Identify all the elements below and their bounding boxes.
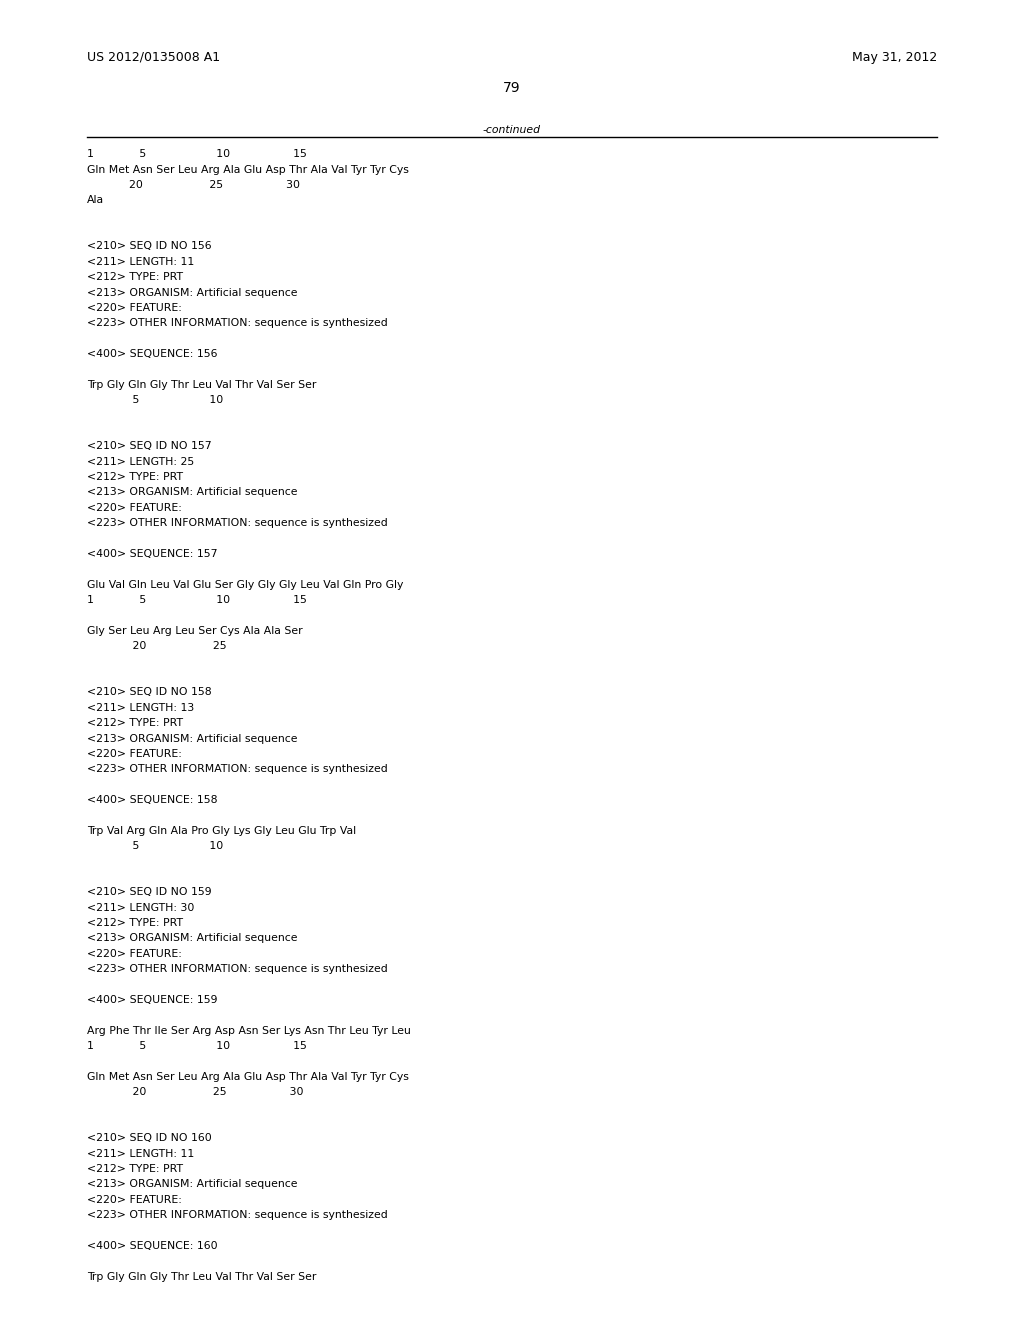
Text: Ala: Ala — [87, 195, 104, 206]
Text: <212> TYPE: PRT: <212> TYPE: PRT — [87, 473, 183, 482]
Text: 79: 79 — [503, 81, 521, 95]
Text: Trp Gly Gln Gly Thr Leu Val Thr Val Ser Ser: Trp Gly Gln Gly Thr Leu Val Thr Val Ser … — [87, 1271, 316, 1282]
Text: 20                   25                  30: 20 25 30 — [87, 1088, 303, 1097]
Text: <220> FEATURE:: <220> FEATURE: — [87, 1195, 182, 1205]
Text: <213> ORGANISM: Artificial sequence: <213> ORGANISM: Artificial sequence — [87, 1180, 298, 1189]
Text: <223> OTHER INFORMATION: sequence is synthesized: <223> OTHER INFORMATION: sequence is syn… — [87, 1210, 388, 1220]
Text: Arg Phe Thr Ile Ser Arg Asp Asn Ser Lys Asn Thr Leu Tyr Leu: Arg Phe Thr Ile Ser Arg Asp Asn Ser Lys … — [87, 1026, 411, 1036]
Text: Gly Ser Leu Arg Leu Ser Cys Ala Ala Ser: Gly Ser Leu Arg Leu Ser Cys Ala Ala Ser — [87, 626, 303, 636]
Text: <210> SEQ ID NO 156: <210> SEQ ID NO 156 — [87, 242, 212, 251]
Text: <211> LENGTH: 25: <211> LENGTH: 25 — [87, 457, 195, 467]
Text: Trp Val Arg Gln Ala Pro Gly Lys Gly Leu Glu Trp Val: Trp Val Arg Gln Ala Pro Gly Lys Gly Leu … — [87, 826, 356, 836]
Text: <211> LENGTH: 11: <211> LENGTH: 11 — [87, 1148, 195, 1159]
Text: US 2012/0135008 A1: US 2012/0135008 A1 — [87, 50, 220, 63]
Text: <213> ORGANISM: Artificial sequence: <213> ORGANISM: Artificial sequence — [87, 734, 298, 743]
Text: <220> FEATURE:: <220> FEATURE: — [87, 748, 182, 759]
Text: <211> LENGTH: 13: <211> LENGTH: 13 — [87, 702, 195, 713]
Text: <211> LENGTH: 11: <211> LENGTH: 11 — [87, 257, 195, 267]
Text: <223> OTHER INFORMATION: sequence is synthesized: <223> OTHER INFORMATION: sequence is syn… — [87, 519, 388, 528]
Text: <210> SEQ ID NO 160: <210> SEQ ID NO 160 — [87, 1134, 212, 1143]
Text: <223> OTHER INFORMATION: sequence is synthesized: <223> OTHER INFORMATION: sequence is syn… — [87, 964, 388, 974]
Text: <400> SEQUENCE: 160: <400> SEQUENCE: 160 — [87, 1241, 218, 1251]
Text: <400> SEQUENCE: 157: <400> SEQUENCE: 157 — [87, 549, 217, 558]
Text: <213> ORGANISM: Artificial sequence: <213> ORGANISM: Artificial sequence — [87, 933, 298, 944]
Text: <400> SEQUENCE: 156: <400> SEQUENCE: 156 — [87, 348, 217, 359]
Text: Glu Val Gln Leu Val Glu Ser Gly Gly Gly Leu Val Gln Pro Gly: Glu Val Gln Leu Val Glu Ser Gly Gly Gly … — [87, 579, 403, 590]
Text: <220> FEATURE:: <220> FEATURE: — [87, 949, 182, 958]
Text: <210> SEQ ID NO 158: <210> SEQ ID NO 158 — [87, 688, 212, 697]
Text: <223> OTHER INFORMATION: sequence is synthesized: <223> OTHER INFORMATION: sequence is syn… — [87, 318, 388, 329]
Text: <400> SEQUENCE: 159: <400> SEQUENCE: 159 — [87, 995, 217, 1005]
Text: <212> TYPE: PRT: <212> TYPE: PRT — [87, 718, 183, 729]
Text: 20                   25: 20 25 — [87, 642, 226, 651]
Text: 1             5                    10                  15: 1 5 10 15 — [87, 149, 307, 160]
Text: 5                    10: 5 10 — [87, 395, 223, 405]
Text: <400> SEQUENCE: 158: <400> SEQUENCE: 158 — [87, 795, 217, 805]
Text: <212> TYPE: PRT: <212> TYPE: PRT — [87, 272, 183, 282]
Text: Gln Met Asn Ser Leu Arg Ala Glu Asp Thr Ala Val Tyr Tyr Cys: Gln Met Asn Ser Leu Arg Ala Glu Asp Thr … — [87, 1072, 409, 1082]
Text: <220> FEATURE:: <220> FEATURE: — [87, 304, 182, 313]
Text: May 31, 2012: May 31, 2012 — [852, 50, 937, 63]
Text: <210> SEQ ID NO 157: <210> SEQ ID NO 157 — [87, 441, 212, 451]
Text: <211> LENGTH: 30: <211> LENGTH: 30 — [87, 903, 195, 912]
Text: -continued: -continued — [483, 125, 541, 136]
Text: <220> FEATURE:: <220> FEATURE: — [87, 503, 182, 513]
Text: <223> OTHER INFORMATION: sequence is synthesized: <223> OTHER INFORMATION: sequence is syn… — [87, 764, 388, 775]
Text: Trp Gly Gln Gly Thr Leu Val Thr Val Ser Ser: Trp Gly Gln Gly Thr Leu Val Thr Val Ser … — [87, 380, 316, 389]
Text: <212> TYPE: PRT: <212> TYPE: PRT — [87, 919, 183, 928]
Text: 5                    10: 5 10 — [87, 841, 223, 851]
Text: <212> TYPE: PRT: <212> TYPE: PRT — [87, 1164, 183, 1173]
Text: 20                   25                  30: 20 25 30 — [87, 180, 300, 190]
Text: <210> SEQ ID NO 159: <210> SEQ ID NO 159 — [87, 887, 212, 898]
Text: 1             5                    10                  15: 1 5 10 15 — [87, 595, 307, 605]
Text: <213> ORGANISM: Artificial sequence: <213> ORGANISM: Artificial sequence — [87, 487, 298, 498]
Text: Gln Met Asn Ser Leu Arg Ala Glu Asp Thr Ala Val Tyr Tyr Cys: Gln Met Asn Ser Leu Arg Ala Glu Asp Thr … — [87, 165, 409, 174]
Text: 1             5                    10                  15: 1 5 10 15 — [87, 1041, 307, 1051]
Text: <213> ORGANISM: Artificial sequence: <213> ORGANISM: Artificial sequence — [87, 288, 298, 297]
